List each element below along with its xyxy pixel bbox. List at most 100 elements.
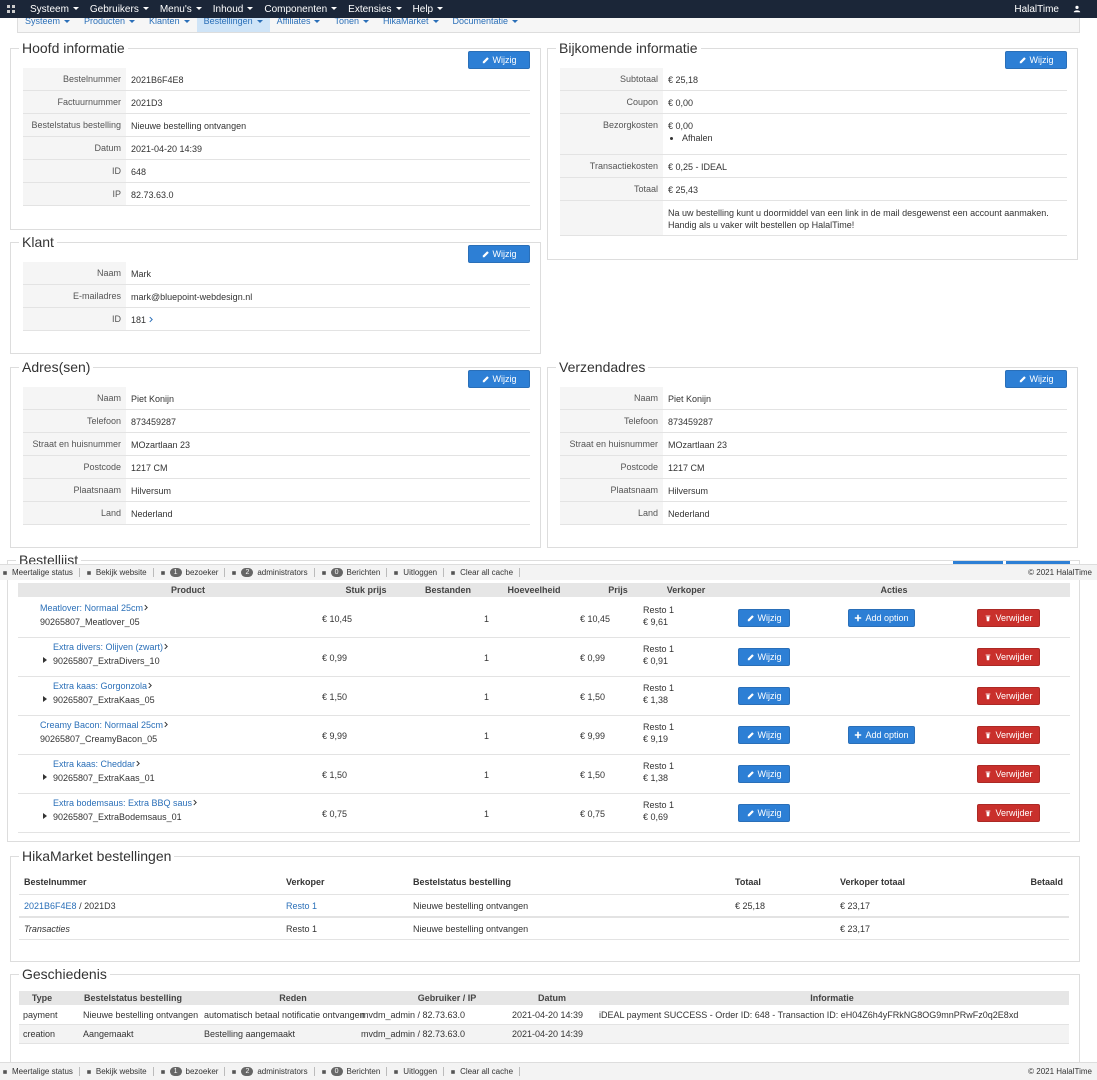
site-link[interactable]: HalalTime [1014,4,1059,15]
line-total: € 0,99 [580,653,606,663]
status-item[interactable]: Meertalige status [0,1067,80,1076]
status-icon [451,570,455,575]
chevron-icon [193,799,197,806]
sub-menu[interactable]: HikaMarket [376,18,446,32]
add-option-button[interactable]: Add option [848,609,915,627]
info-label: ID [23,308,126,330]
info-value: 2021D3 [131,97,524,109]
top-menu[interactable]: Help [413,4,444,15]
delete-button[interactable]: Verwijder [977,765,1040,783]
vendor: Resto 1 [643,761,675,771]
top-menu[interactable]: Menu's [160,4,202,15]
status-item[interactable]: Bekijk website [80,1067,154,1076]
delete-button[interactable]: Verwijder [977,648,1040,666]
info-value-text: 2021B6F4E8 [131,75,184,85]
delete-button[interactable]: Verwijder [977,726,1040,744]
edit-button[interactable]: Wijzig [468,245,530,263]
vendor[interactable]: Resto 1 [286,901,318,911]
top-menu[interactable]: Extensies [348,4,402,15]
status-item[interactable]: 0 Berichten [315,1067,388,1076]
status-badge: 1 [169,568,182,577]
edit-button[interactable]: Wijzig [1005,51,1067,69]
info-value: 181 [131,314,524,326]
info-label: Telefoon [560,410,663,432]
status-badge: 2 [241,568,254,577]
sub-menu[interactable]: Bestellingen [196,18,270,32]
status-item[interactable]: 1 bezoeker [154,568,226,577]
sub-menu[interactable]: Systeem [18,18,77,32]
info-value: € 0,00Afhalen [668,120,1061,144]
sub-menu-label: Affiliates [276,18,311,26]
edit-button[interactable]: Wijzig [468,51,530,69]
edit-button[interactable]: Wijzig [468,370,530,388]
status-item[interactable]: Meertalige status [0,568,80,577]
info-row: Naam Mark [23,262,530,285]
edit-button[interactable]: Wijzig [738,726,790,744]
status-item[interactable]: Clear all cache [444,1067,521,1076]
info-value: € 0,00 [668,97,1061,109]
sub-menu[interactable]: Producten [77,18,142,32]
top-menu[interactable]: Gebruikers [90,4,149,15]
sub-menu[interactable]: Documentatie [446,18,526,32]
top-menu-label: Inhoud [212,3,244,15]
panel-title: Klant [19,234,57,250]
top-menu-label: Gebruikers [89,3,139,15]
status-item[interactable]: Clear all cache [444,568,521,577]
sub-menu-label: Documentatie [452,18,509,26]
delete-button[interactable]: Verwijder [977,687,1040,705]
top-menu[interactable]: Systeem [30,4,79,15]
product-link: Extra kaas: Gorgonzola [53,681,148,691]
product-name[interactable]: Extra kaas: Gorgonzola [53,681,154,691]
info-value-text: Piet Konijn [131,394,175,404]
edit-button[interactable]: Wijzig [738,609,790,627]
status-item[interactable]: 2 administrators [225,1067,315,1076]
product-code: 90265807_ExtraKaas_05 [53,695,155,705]
delete-label: Verwijder [995,808,1033,818]
info-row: Bezorgkosten€ 0,00Afhalen [560,114,1067,155]
chevron-icon [144,604,148,611]
order-list-panel: Bestellijst Product Stuk prijs Bestanden Hoe… [7,552,1080,842]
info-value: MOzartlaan 23 [131,439,524,451]
status-item[interactable]: 0 Berichten [315,568,388,577]
product-name[interactable]: Meatlover: Normaal 25cm [40,603,150,613]
status-item[interactable]: 1 bezoeker [154,1067,226,1076]
edit-button[interactable]: Wijzig [738,765,790,783]
product-name[interactable]: Extra bodemsaus: Extra BBQ saus [53,798,199,808]
status-item[interactable]: Uitloggen [387,1067,445,1076]
status-item[interactable]: Uitloggen [387,568,445,577]
caret [256,20,263,24]
vendor: Resto 1 [643,644,675,654]
status-item[interactable]: 2 administrators [225,568,315,577]
edit-button[interactable]: Wijzig [738,648,790,666]
info-label: Factuurnummer [23,91,126,113]
status-label: Clear all cache [460,1067,514,1076]
product-name[interactable]: Extra divers: Olijven (zwart) [53,642,170,652]
sub-menu[interactable]: Klanten [142,18,197,32]
info-row: Postcode 1217 CM [23,456,530,479]
status-icon [87,1069,91,1074]
top-menu[interactable]: Componenten [264,4,338,15]
delete-button[interactable]: Verwijder [977,804,1040,822]
info-value-text: 2021-04-20 14:39 [131,144,203,154]
add-option-button[interactable]: Add option [848,726,915,744]
sub-menu[interactable]: Affiliates [270,18,328,32]
order-link[interactable]: 2021B6F4E8 [24,901,77,911]
info-value-text: Nederland [131,509,173,519]
product-name[interactable]: Extra kaas: Cheddar [53,759,142,769]
delete-label: Verwijder [995,613,1033,623]
top-menu[interactable]: Inhoud [213,4,254,15]
info-label: Bestelnummer [23,68,126,90]
product-name[interactable]: Creamy Bacon: Normaal 25cm [40,720,170,730]
edit-button[interactable]: Wijzig [1005,370,1067,388]
delete-button[interactable]: Verwijder [977,609,1040,627]
column-header: Informatie [810,993,854,1003]
edit-button[interactable]: Wijzig [738,804,790,822]
caret [395,7,402,11]
trash-icon [986,732,991,739]
status-item[interactable]: Bekijk website [80,568,154,577]
sub-menu-label: Tonen [334,18,360,26]
status-icon [87,570,91,575]
edit-button[interactable]: Wijzig [738,687,790,705]
sub-menu[interactable]: Tonen [327,18,376,32]
unit-price: € 10,45 [322,614,353,624]
